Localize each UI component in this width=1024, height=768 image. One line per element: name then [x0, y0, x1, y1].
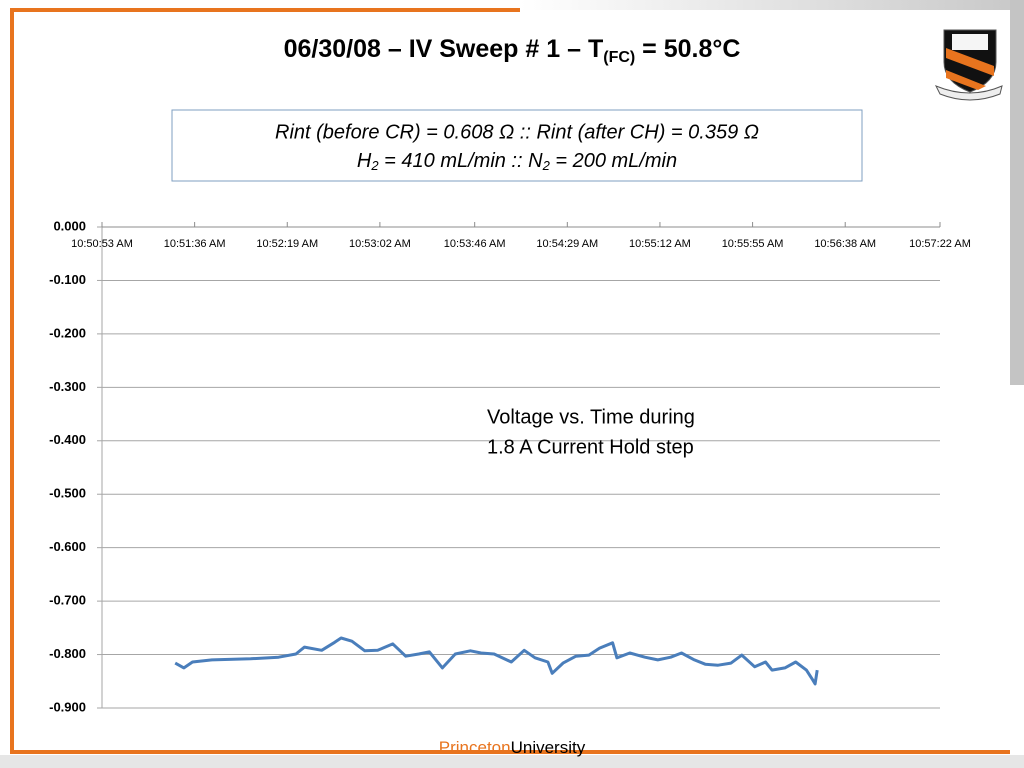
info-box	[171, 109, 863, 182]
y-tick-label: -0.400	[49, 432, 86, 447]
y-tick-label: -0.700	[49, 593, 86, 608]
annotation: Voltage vs. Time during	[487, 406, 695, 428]
y-tick-label: -0.200	[49, 325, 86, 340]
x-tick-label: 10:50:53 AM	[71, 238, 133, 250]
chart: 0.000 -0.100 -0.200 -0.300 -0.400 -0.500 -0.60…	[49, 218, 971, 714]
title-subscript: (FC)	[603, 49, 635, 66]
x-tick-label: 10:52:19 AM	[256, 238, 318, 250]
x-tick-label: 10:57:22 AM	[909, 238, 971, 250]
title-main: 06/30/08 – IV Sweep # 1 – T	[284, 35, 604, 63]
y-tick-label: -0.300	[49, 379, 86, 394]
y-tick-label: 0.000	[53, 218, 86, 233]
shadow-right	[1010, 0, 1024, 385]
x-tick-label: 10:55:12 AM	[629, 238, 691, 250]
y-tick-label: -0.600	[49, 539, 86, 554]
info-line-1: Rint (before CR) = 0.608 Ω :: Rint (afte…	[275, 121, 759, 143]
info-subscript: 2	[370, 158, 379, 173]
y-tick-label: -0.900	[49, 699, 86, 714]
info-text: H	[357, 150, 372, 172]
shadow-top	[520, 0, 1024, 10]
footer: PrincetonUniversity	[439, 738, 586, 757]
logo	[934, 29, 1003, 101]
y-tick-label: -0.500	[49, 486, 86, 501]
info-text: = 410 mL/min :: N	[379, 150, 544, 172]
annotation: 1.8 A Current Hold step	[487, 436, 694, 458]
data-line	[174, 636, 819, 686]
info-subscript: 2	[542, 158, 551, 173]
slide-title: 06/30/08 – IV Sweep # 1 – T(FC) = 50.8°C	[284, 35, 741, 67]
title-end: = 50.8°C	[635, 35, 740, 63]
x-tick-label: 10:53:02 AM	[349, 238, 411, 250]
info-text: = 200 mL/min	[550, 150, 677, 172]
footer-text: University	[511, 738, 586, 757]
y-tick-label: -0.100	[49, 272, 86, 287]
y-tick-label: -0.800	[49, 646, 86, 661]
info-line-2: H2 = 410 mL/min :: N2 = 200 mL/min	[357, 150, 677, 173]
x-tick-label: 10:56:38 AM	[814, 238, 876, 250]
x-tick-label: 10:55:55 AM	[722, 238, 784, 250]
x-tick-label: 10:51:36 AM	[164, 238, 226, 250]
x-tick-label: 10:54:29 AM	[536, 238, 598, 250]
footer-brand: Princeton	[439, 738, 511, 757]
x-tick-label: 10:53:46 AM	[444, 238, 506, 250]
shadow-bottom	[0, 755, 1024, 768]
